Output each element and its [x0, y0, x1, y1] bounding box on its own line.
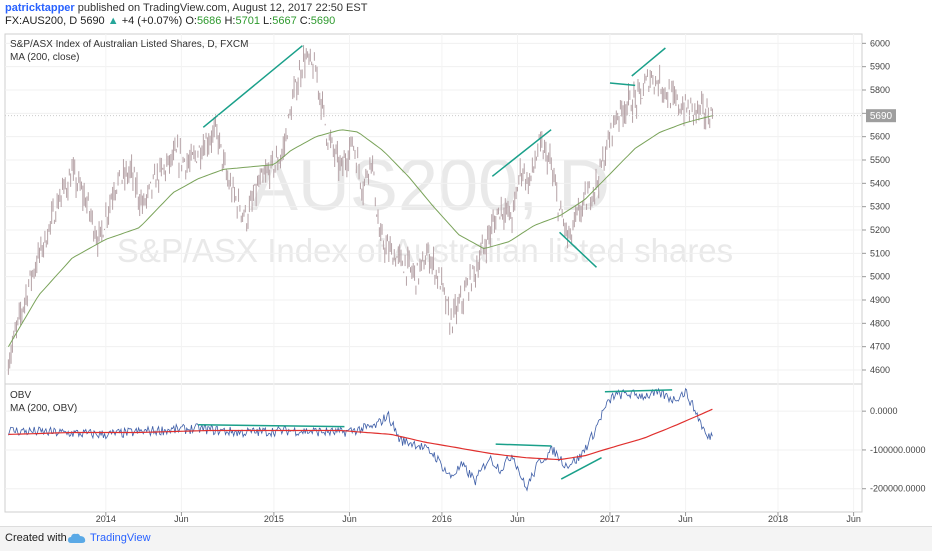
price-tick-label: 5100 — [870, 248, 890, 258]
last-price: 5690 — [80, 15, 105, 27]
symbol-label[interactable]: FX:AUS200, D — [5, 15, 78, 27]
close-value: 5690 — [310, 15, 336, 27]
price-tick-label: 5900 — [870, 62, 890, 72]
triangle-up-icon: ▲ — [107, 15, 119, 27]
price-trendline — [491, 129, 552, 177]
price-tick-label: 6000 — [870, 38, 890, 48]
price-tick-label: 5500 — [870, 155, 890, 165]
price-tick-label: 4800 — [870, 318, 890, 328]
time-tick-label: Jun — [510, 514, 525, 524]
obv-series — [8, 387, 713, 492]
obv-trendline — [560, 457, 602, 480]
price-trendline — [609, 82, 636, 87]
time-axis: 2014 Jun 2015 Jun 2016 Jun 2017 Jun 2018 Jun — [96, 512, 861, 524]
price-tick-label: 5800 — [870, 85, 890, 95]
price-ma-line — [7, 115, 713, 347]
publish-line: patricktapper published on TradingView.c… — [5, 2, 367, 14]
price-tick-label: 4900 — [870, 295, 890, 305]
author-link[interactable]: patricktapper — [5, 2, 75, 14]
obv-pane-border — [4, 383, 863, 513]
price-tick-label: 5200 — [870, 225, 890, 235]
low-label: L: — [263, 15, 273, 27]
open-value: 5686 — [196, 15, 222, 27]
price-grid — [5, 34, 862, 512]
price-trendline — [559, 231, 598, 268]
obv-line — [8, 387, 713, 492]
tradingview-cloud-icon — [68, 533, 86, 543]
obv-trendline — [604, 389, 673, 393]
price-pane-title: S&P/ASX Index of Australian Listed Share… — [10, 39, 248, 50]
price-tick-label: 5600 — [870, 132, 890, 142]
publish-info: published on TradingView.com, August 12,… — [77, 2, 368, 14]
ohlc-line: FX:AUS200, D 5690 ▲ +4 (+0.07%) O:5686 H… — [5, 15, 335, 27]
last-price-tag — [866, 109, 896, 123]
obv-tick-label: -200000.0000 — [870, 484, 926, 494]
time-tick-label: Jun — [174, 514, 189, 524]
obv-pane-title: OBV — [10, 390, 31, 401]
time-tick-label: 2017 — [600, 514, 620, 524]
price-tick-label: 5300 — [870, 202, 890, 212]
price-series — [5, 45, 862, 375]
price-tick-label: 4700 — [870, 342, 890, 352]
price-axis: 4600 4700 4800 4900 5000 5100 5200 5300 5400 5500… — [862, 38, 890, 375]
obv-trendline — [198, 423, 345, 428]
price-ma-label: MA (200, close) — [10, 52, 79, 63]
close-label: C: — [299, 15, 311, 27]
tradingview-brand-link[interactable]: TradingView — [90, 532, 151, 544]
price-trendline — [631, 47, 666, 77]
low-value: 5667 — [272, 15, 297, 27]
obv-tick-label: 0.0000 — [870, 406, 898, 416]
time-tick-label: Jun — [342, 514, 357, 524]
open-label: O: — [185, 15, 197, 27]
chart-header: patricktapper published on TradingView.c… — [0, 0, 932, 30]
time-tick-label: 2018 — [768, 514, 788, 524]
last-price-tag-text: 5690 — [870, 111, 893, 122]
created-with-label: Created with — [5, 532, 67, 544]
time-tick-label: 2014 — [96, 514, 116, 524]
obv-ma-line — [8, 408, 713, 461]
high-value: 5701 — [235, 15, 260, 27]
footer: Created with TradingView — [0, 526, 932, 551]
obv-tick-label: -100000.0000 — [870, 445, 926, 455]
time-tick-label: Jun — [846, 514, 861, 524]
price-tick-label: 5400 — [870, 178, 890, 188]
obv-trendline — [495, 443, 552, 447]
time-tick-label: Jun — [678, 514, 693, 524]
last-price-marker: 5690 — [866, 109, 896, 123]
time-tick-label: 2016 — [432, 514, 452, 524]
high-label: H: — [224, 15, 236, 27]
price-tick-label: 5000 — [870, 272, 890, 282]
price-trendline — [202, 45, 303, 128]
time-tick-label: 2015 — [264, 514, 284, 524]
obv-axis: 0.0000 -100000.0000 -200000.0000 — [862, 406, 926, 494]
obv-ma-label: MA (200, OBV) — [10, 403, 77, 414]
chart-area[interactable]: AUS200, D S&P/ASX Index of Australian li… — [0, 30, 932, 526]
obv-grid — [5, 410, 862, 490]
price-tick-label: 4600 — [870, 365, 890, 375]
watermark-symbol: AUS200, D — [250, 146, 610, 226]
change-value: +4 (+0.07%) — [121, 15, 183, 27]
